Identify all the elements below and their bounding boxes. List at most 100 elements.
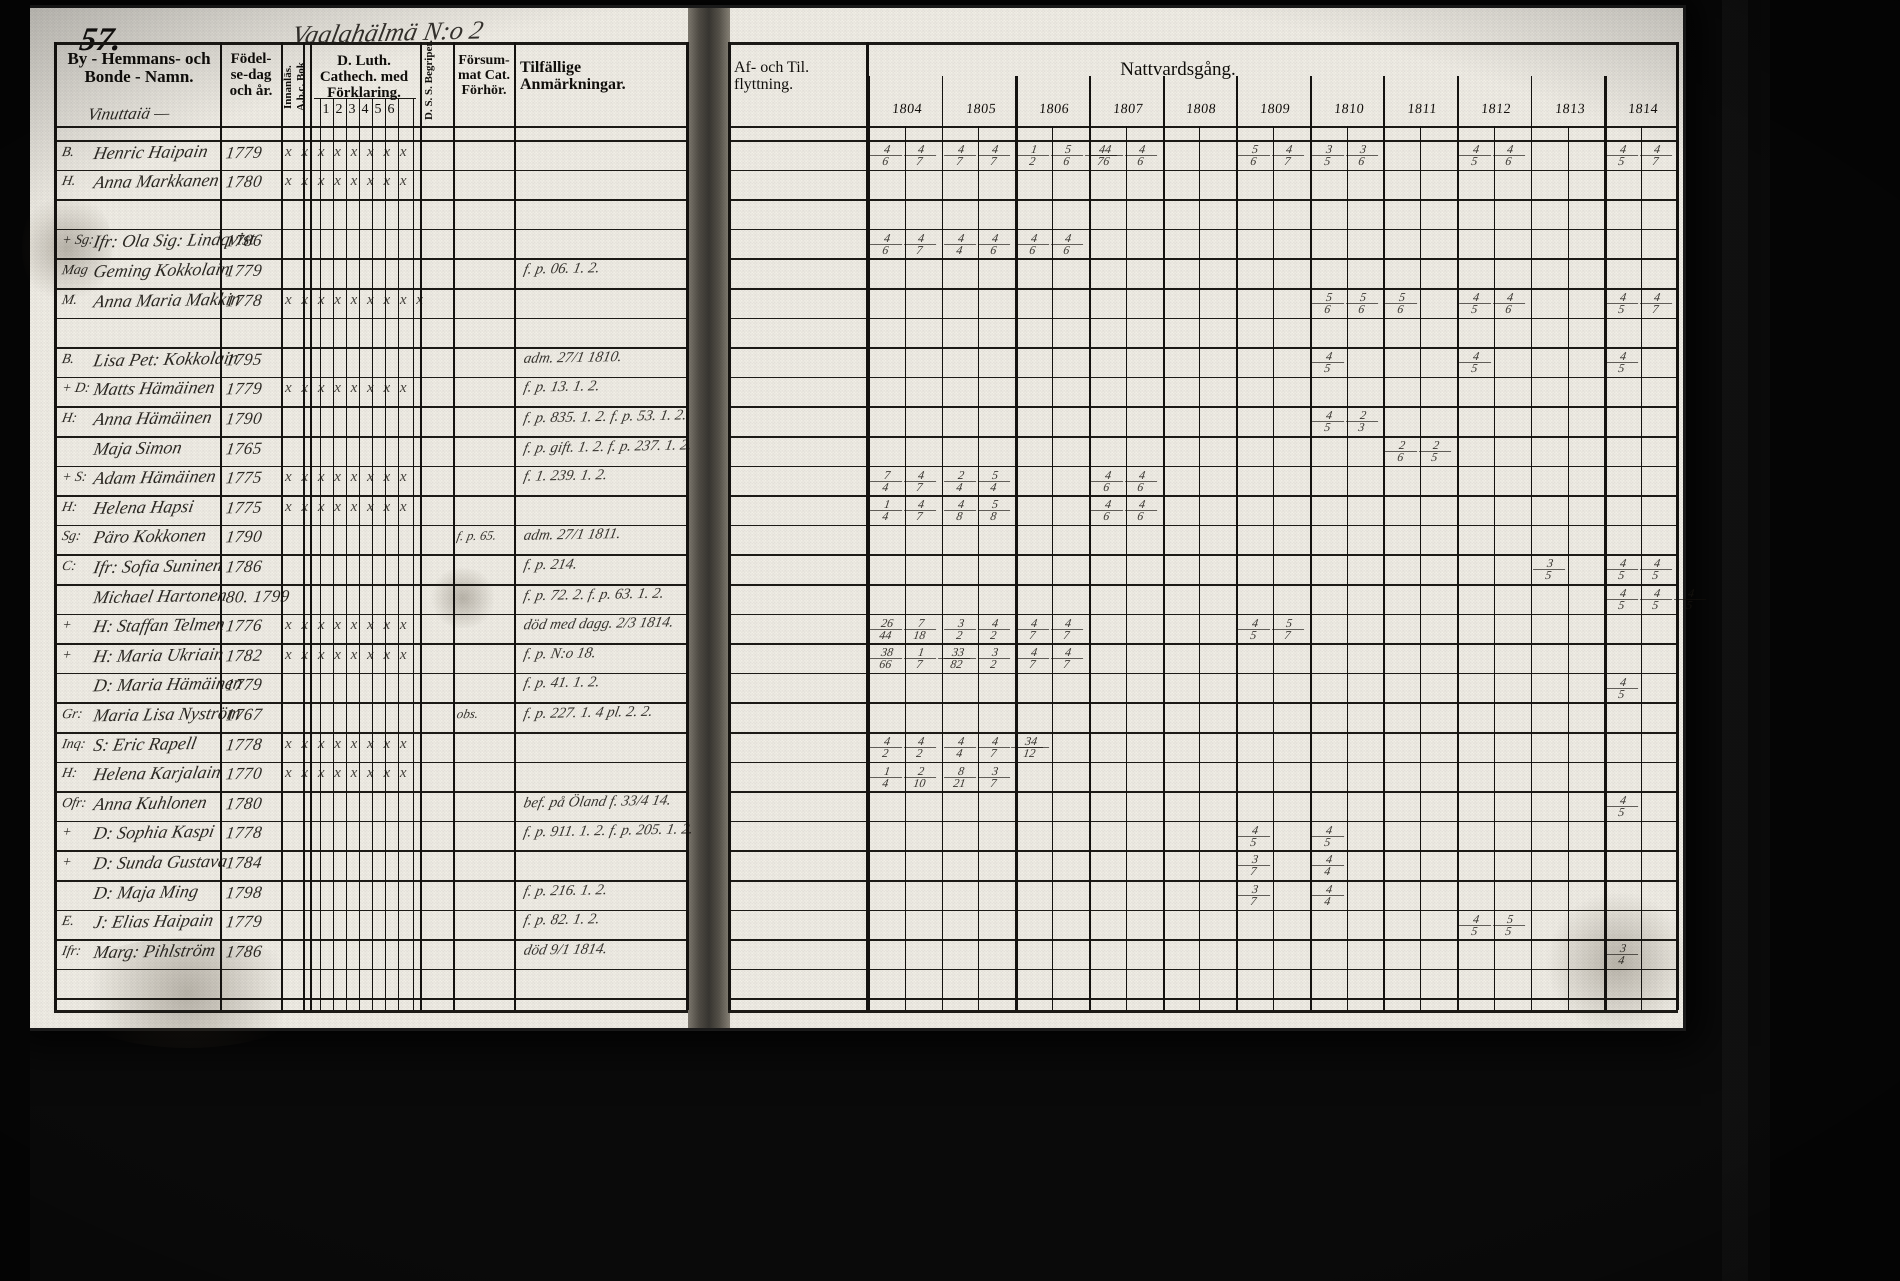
row-rule [728,672,1678,675]
row-prefix: + Sg: [60,233,96,249]
table-right-edge [1676,42,1679,1010]
reading-marks: x x x x x x x x [285,646,410,663]
village-note: Vinuttaiä — [86,103,172,124]
year-label-1808: 1808 [1185,102,1218,117]
birth-year: 1775 [224,467,264,488]
row-rule [728,702,1678,704]
row-rule [728,317,1678,320]
header-name: By - Hemmans- och Bonde - Namn. [67,49,211,87]
reading-marks: x x x x x x x x [285,765,410,782]
remark-note: f. p. 13. 1. 2. [522,378,602,397]
row-rule [728,347,1678,349]
catech-number-3: 3 [348,102,356,117]
header-bottom-rule [728,126,1678,129]
birth-year: 1776 [224,615,264,636]
year-label-1804: 1804 [891,102,923,117]
catech-number-2: 2 [335,102,343,117]
year-column-rule [941,76,944,1010]
birth-year: 1779 [224,379,264,399]
year-label-1806: 1806 [1038,102,1071,117]
communion-mark: 26 44 [868,616,904,642]
row-prefix: H: [60,766,79,782]
remark-note: adm. 27/1 1811. [522,526,623,545]
remark-note: f. p. N:o 18. [522,645,598,663]
catech-subcolumn-rule [346,98,348,1010]
birth-year: 1778 [224,290,264,310]
film-rail-right [1770,0,1900,1281]
birth-year: 1778 [224,734,264,754]
person-name: Adam Hämäinen [91,466,218,489]
header-catechism: D. Luth. Cathech. med Förklaring. [319,53,409,101]
catech-subcolumn-rule [398,98,400,1010]
year-half-rule [1199,126,1201,1010]
row-rule [728,732,1678,734]
remark-note: f. p. 06. 1. 2. [522,260,602,278]
row-prefix: Sg: [60,529,83,545]
year-half-rule [1346,126,1348,1010]
birth-year: 1779 [224,911,264,932]
row-prefix: H: [60,499,79,515]
person-name: Lisa Pet: Kokkolain [91,347,241,371]
row-rule [728,791,1678,793]
year-label-1810: 1810 [1333,102,1365,117]
table-top-rule [54,42,688,45]
film-rail-left [0,0,30,1281]
row-rule [728,584,1678,586]
person-name: H: Staffan Telmen [91,613,227,637]
reading-marks: x x x x x x x x [285,380,410,397]
year-column-rule [1383,76,1386,1010]
catech-number-5: 5 [374,102,382,117]
row-rule [728,199,1678,201]
birth-year: 1786 [224,231,264,251]
catech-number-6: 6 [387,102,395,117]
row-rule [728,140,1678,142]
row-rule [54,199,688,201]
row-prefix: M. [60,292,79,308]
header-forsummat: Försum-mat Cat. Förhör. [457,53,511,98]
header-innanlas: Innanläs. [282,65,294,109]
row-rule [728,554,1678,556]
row-rule [728,613,1678,616]
person-name: Geming Kokkolain [91,258,232,282]
birth-year: 1784 [224,852,264,873]
column-rule [453,42,455,1010]
person-name: Marg: Pihlström [91,939,218,962]
person-name: S: Eric Rapell [91,732,199,755]
row-rule [728,820,1678,823]
row-prefix: + S: [60,469,89,486]
